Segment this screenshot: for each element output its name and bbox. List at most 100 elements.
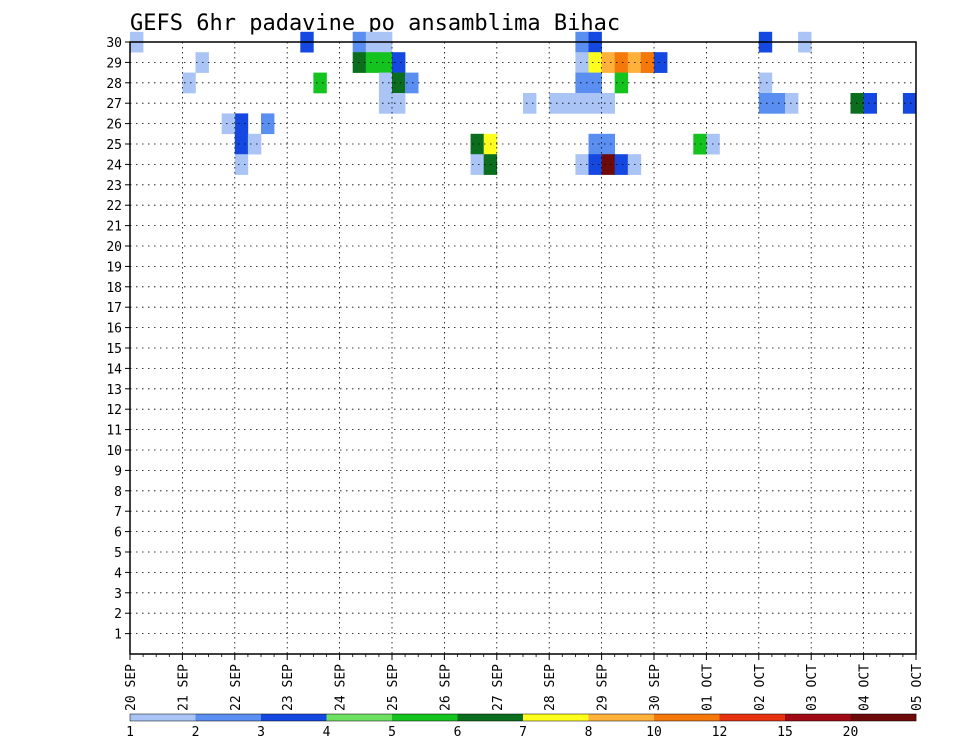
y-tick-label: 14 <box>106 362 122 377</box>
y-tick-label: 25 <box>106 138 122 153</box>
colorbar-swatch <box>326 714 393 721</box>
heatmap-cell <box>392 72 406 94</box>
colorbar-frame <box>129 713 917 722</box>
colorbar-swatch <box>588 714 655 721</box>
y-tick-label: 28 <box>106 77 122 92</box>
heatmap-cell <box>234 133 249 155</box>
heatmap-cell <box>575 154 589 175</box>
heatmap-cell <box>378 93 393 114</box>
colorbar-swatch <box>457 714 524 721</box>
heatmap-cell <box>470 133 484 155</box>
heatmap-cell <box>588 72 602 94</box>
heatmap-cell <box>601 93 615 114</box>
heatmap-cell <box>182 72 196 94</box>
colorbar-label: 1 <box>126 725 134 740</box>
heatmap-cell <box>863 93 877 114</box>
y-tick-label: 19 <box>106 260 122 275</box>
heatmap-cell <box>378 72 393 94</box>
y-tick-label: 7 <box>114 505 122 520</box>
heatmap-cell <box>313 72 327 94</box>
colorbar-swatch <box>719 714 786 721</box>
heatmap-cell <box>549 93 563 114</box>
heatmap-cell <box>601 133 615 155</box>
y-tick-label: 6 <box>114 526 122 541</box>
x-tick-label: 20 SEP <box>124 664 139 711</box>
y-tick-label: 18 <box>106 281 122 296</box>
colorbar-label: 15 <box>777 725 793 740</box>
colorbar-swatch <box>523 714 589 721</box>
y-tick-label: 22 <box>106 199 122 214</box>
y-tick-label: 30 <box>106 36 122 51</box>
colorbar-label: 12 <box>712 725 728 740</box>
x-tick-label: 28 SEP <box>543 664 558 711</box>
colorbar-swatch <box>785 714 851 721</box>
heatmap-cell <box>575 93 589 114</box>
y-tick-label: 15 <box>106 342 122 357</box>
colorbar: 1 2 3 4 5 6 7 8 10 12 15 20 <box>126 713 917 740</box>
y-tick-label: 8 <box>114 485 122 500</box>
y-tick-label: 23 <box>106 179 122 194</box>
y-axis: 1234567891011121314151617181920212223242… <box>106 36 130 643</box>
colorbar-label: 6 <box>454 725 462 740</box>
heatmap-cell <box>902 93 917 114</box>
heatmap-cell <box>392 93 406 114</box>
y-tick-label: 10 <box>106 444 122 459</box>
colorbar-label: 4 <box>323 725 331 740</box>
colorbar-label: 8 <box>585 725 593 740</box>
x-tick-label: 24 SEP <box>334 664 349 711</box>
x-tick-label: 23 SEP <box>281 664 296 711</box>
colorbar-label: 2 <box>192 725 200 740</box>
heatmap-cell <box>588 93 602 114</box>
heatmap-cell <box>575 72 589 94</box>
y-tick-label: 21 <box>106 220 122 235</box>
heatmap-cells <box>130 31 917 175</box>
heatmap-cell <box>234 154 249 175</box>
colorbar-swatch <box>261 714 327 721</box>
colorbar-swatch <box>392 714 458 721</box>
colorbar-label: 20 <box>843 725 859 740</box>
x-tick-label: 25 SEP <box>386 664 401 711</box>
y-tick-label: 26 <box>106 118 122 133</box>
colorbar-label: 3 <box>257 725 265 740</box>
heatmap-cell <box>614 52 629 73</box>
heatmap-cell <box>234 113 249 135</box>
colorbar-swatch <box>654 714 720 721</box>
heatmap-cell <box>365 52 380 73</box>
heatmap-cell <box>221 113 236 135</box>
y-tick-label: 24 <box>106 158 122 173</box>
heatmap-cell <box>758 72 773 94</box>
x-tick-label: 30 SEP <box>648 664 663 711</box>
heatmap-cell <box>470 154 484 175</box>
heatmap-cell <box>392 52 406 73</box>
x-tick-label: 27 SEP <box>491 664 506 711</box>
y-tick-label: 27 <box>106 97 122 112</box>
x-tick-label: 26 SEP <box>438 664 453 711</box>
y-tick-label: 1 <box>114 628 122 643</box>
colorbar-label: 7 <box>519 725 527 740</box>
heatmap-cell <box>588 154 602 175</box>
x-tick-label: 03 OCT <box>805 664 820 711</box>
y-tick-label: 13 <box>106 383 122 398</box>
x-tick-label: 04 OCT <box>858 664 873 711</box>
heatmap-cell <box>601 52 615 73</box>
heatmap-cell <box>261 113 275 135</box>
heatmap-cell <box>640 52 655 73</box>
x-tick-label: 01 OCT <box>700 664 715 711</box>
y-tick-label: 17 <box>106 301 122 316</box>
y-tick-label: 4 <box>114 566 122 581</box>
x-tick-label: 22 SEP <box>229 664 244 711</box>
colorbar-label: 5 <box>388 725 396 740</box>
y-tick-label: 20 <box>106 240 122 255</box>
colorbar-label: 10 <box>646 725 662 740</box>
heatmap-cell <box>785 93 799 114</box>
grid <box>130 42 916 654</box>
colorbar-swatch <box>195 714 262 721</box>
heatmap-cell <box>523 93 537 114</box>
heatmap-cell <box>601 154 615 175</box>
y-tick-label: 16 <box>106 322 122 337</box>
x-tick-label: 29 SEP <box>596 664 611 711</box>
heatmap-cell <box>588 52 602 73</box>
heatmap-cell <box>575 52 589 73</box>
x-axis: 20 SEP 21 SEP 22 SEP 23 SEP 24 SEP 25 SEP 26 S… <box>124 654 925 711</box>
x-tick-label: 02 OCT <box>753 664 768 711</box>
